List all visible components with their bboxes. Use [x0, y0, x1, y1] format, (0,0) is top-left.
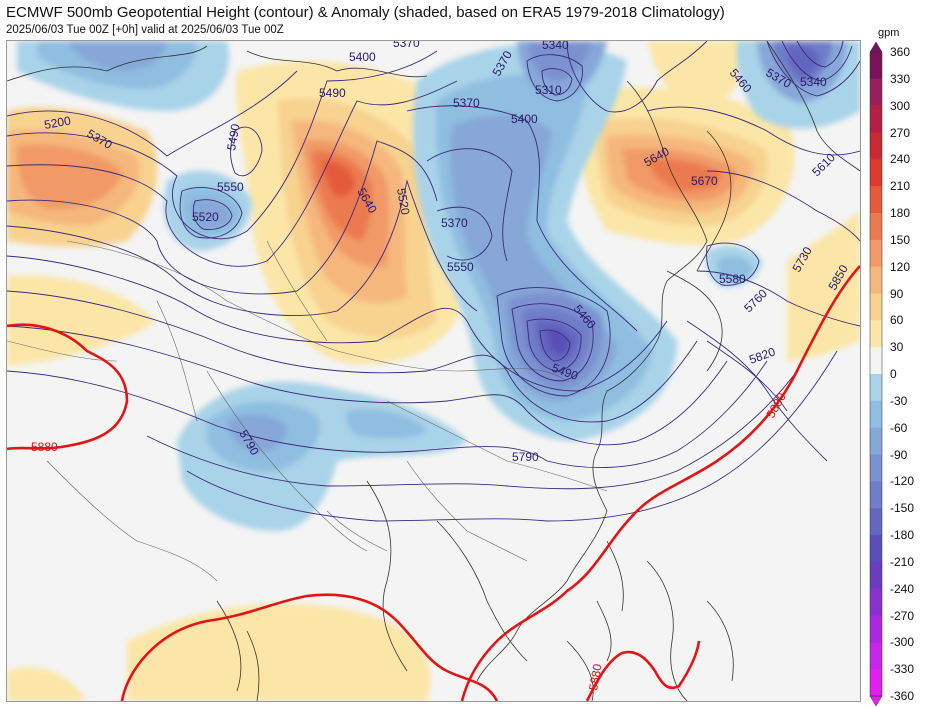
colorbar-segment: [870, 454, 882, 482]
colorbar-segment: [870, 508, 882, 536]
colorbar-segment: [870, 400, 882, 428]
contour-label-5880-b: 5880: [31, 440, 58, 454]
contour-label-5400: 5400: [349, 50, 376, 64]
coastline-outlines: [7, 41, 860, 701]
contour-5880: [7, 265, 860, 701]
contour-label-5820: 5820: [747, 344, 777, 366]
colorbar-tick-label: -360: [890, 689, 915, 703]
colorbar-tick-label: 0: [890, 367, 897, 381]
colorbar-tick-label: 60: [890, 313, 904, 328]
contour-label-5790-b: 5790: [512, 450, 539, 464]
contour-label-5370-e: 5370: [453, 96, 480, 110]
colorbar-tick-label: -270: [890, 608, 915, 623]
map-canvas: 5400 5370 5340 5370 5310 5460 5370 5340 …: [7, 41, 860, 701]
contour-label-5670: 5670: [691, 174, 718, 188]
colorbar-tick-label: 330: [890, 71, 911, 86]
contour-label-5370-f: 5370: [441, 216, 468, 230]
contour-label-5490: 5490: [319, 86, 346, 100]
colorbar-segment: [870, 588, 882, 616]
colorbar-tick-label: 240: [890, 152, 911, 167]
colorbar-tick-label: 180: [890, 206, 911, 220]
colorbar-tick-label: 270: [890, 125, 911, 140]
colorbar-arrow-bottom: [869, 695, 883, 706]
contour-label-5340-b: 5340: [800, 75, 827, 89]
colorbar-segment: [870, 615, 882, 643]
colorbar-tick-label: -240: [890, 581, 915, 596]
colorbar-segment: [870, 105, 882, 133]
negative-anomaly-shading: [17, 41, 860, 531]
colorbar-unit: gpm: [878, 27, 900, 39]
colorbar-tick-label: -300: [890, 635, 915, 650]
contour-label-5760: 5760: [741, 286, 770, 315]
colorbar-segment: [870, 320, 882, 348]
contour-label-5580: 5580: [719, 272, 746, 286]
chart-title: ECMWF 500mb Geopotential Height (contour…: [6, 4, 725, 21]
colorbar-segment: [870, 481, 882, 509]
colorbar-segment: [870, 159, 882, 187]
colorbar-tick-label: -30: [890, 393, 908, 408]
colorbar: [869, 42, 883, 706]
colorbar-tick-label: -330: [890, 662, 915, 677]
colorbar-segment: [870, 374, 882, 402]
colorbar-segment: [870, 186, 882, 214]
colorbar-tick-label: 210: [890, 179, 911, 194]
contour-label-5310: 5310: [535, 83, 562, 97]
contour-label-5490-b: 5490: [224, 122, 242, 151]
contour-label-5550-b: 5550: [447, 260, 474, 274]
chart-subtitle: 2025/06/03 Tue 00Z [+0h] valid at 2025/0…: [6, 24, 284, 36]
colorbar-segment: [870, 266, 882, 294]
contour-label-5520: 5520: [192, 210, 219, 224]
contour-label-5340: 5340: [542, 41, 569, 52]
colorbar-segment: [870, 132, 882, 160]
colorbar-tick-label: 90: [890, 286, 904, 301]
colorbar-tick-label: -90: [890, 447, 908, 462]
colorbar-tick-label: -150: [890, 501, 915, 516]
colorbar-segment: [870, 293, 882, 321]
positive-anomaly-shading: [7, 41, 860, 701]
colorbar-tick-label: 300: [890, 98, 911, 113]
contour-label-5880-c: 5880: [586, 662, 604, 691]
colorbar-tick-label: 30: [890, 340, 904, 355]
colorbar-segment: [870, 669, 882, 697]
map-panel[interactable]: 5400 5370 5340 5370 5310 5460 5370 5340 …: [6, 40, 861, 702]
colorbar-segment: [870, 535, 882, 563]
contour-label-5520-b: 5520: [394, 187, 412, 216]
colorbar-segment: [870, 561, 882, 589]
colorbar-segment: [870, 52, 882, 80]
contour-label-5400-b: 5400: [511, 112, 538, 126]
colorbar-segment: [870, 642, 882, 670]
colorbar-segment: [870, 213, 882, 241]
colorbar-tick-label: -180: [890, 528, 915, 542]
colorbar-tick-label: 120: [890, 259, 911, 274]
contour-labels: 5400 5370 5340 5370 5310 5460 5370 5340 …: [31, 41, 851, 692]
political-borders: [7, 240, 608, 582]
colorbar-tick-label: 150: [890, 232, 911, 247]
colorbar-tick-label: -120: [890, 474, 915, 489]
colorbar-segment: [870, 239, 882, 267]
colorbar-segment: [870, 427, 882, 455]
colorbar-segment: [870, 78, 882, 106]
contour-label-5370: 5370: [393, 41, 420, 50]
colorbar-segment: [870, 347, 882, 375]
colorbar-tick-label: -210: [890, 554, 915, 569]
height-contours: [7, 41, 860, 522]
colorbar-tick-label: 360: [890, 45, 911, 59]
colorbar-arrow-top: [869, 42, 883, 53]
contour-label-5550: 5550: [217, 180, 244, 194]
contour-label-5200: 5200: [43, 113, 72, 131]
colorbar-tick-label: -60: [890, 420, 908, 435]
